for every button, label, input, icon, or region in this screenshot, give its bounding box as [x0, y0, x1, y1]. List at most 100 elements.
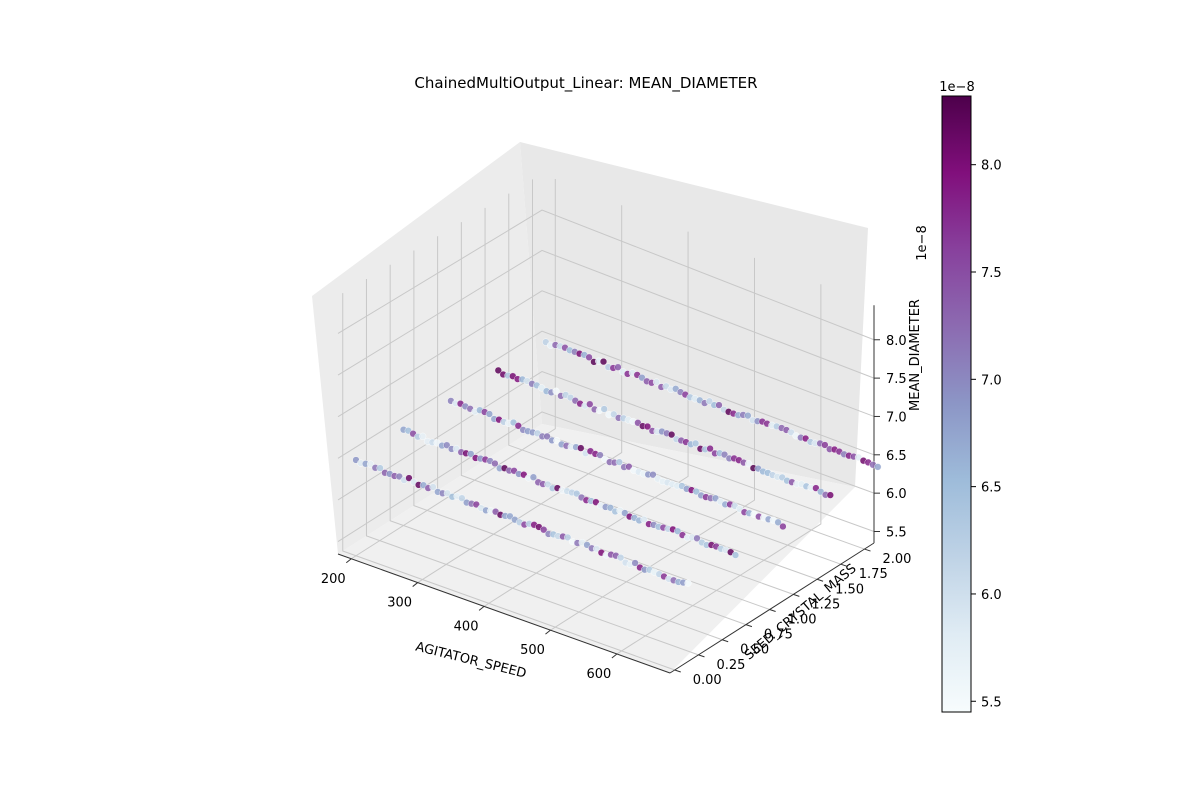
z-tick-label: 7.0: [886, 410, 907, 425]
scatter-point: [693, 534, 701, 542]
x-grid-line: [616, 284, 822, 655]
scatter-point: [553, 437, 561, 445]
colorbar: [941, 95, 972, 713]
scatter-point: [596, 451, 604, 459]
y-tick-mark: [674, 669, 681, 673]
scatter-point: [744, 460, 753, 468]
y-tick-mark: [793, 593, 800, 597]
scatter-point: [543, 432, 551, 441]
x-axis-label: AGITATOR_SPEED: [414, 640, 528, 682]
x-tick-label: 400: [454, 619, 479, 634]
scatter-point: [544, 480, 552, 489]
scatter-point: [621, 509, 629, 517]
scatter-point: [614, 363, 622, 371]
x-tick-label: 200: [321, 572, 346, 587]
scatter-point: [652, 378, 661, 386]
x-grid-line: [417, 205, 623, 583]
scatter-point: [812, 484, 820, 492]
scatter-point: [586, 400, 594, 408]
scatter-point: [494, 366, 502, 375]
scatter-point: [731, 551, 740, 559]
z-tick-label: 6.0: [886, 487, 907, 502]
axis-lines: [337, 305, 875, 674]
scatter-point: [592, 545, 601, 553]
x-grid-line: [550, 257, 755, 631]
scatter-point: [429, 483, 437, 491]
colorbar-tick-label: 7.5: [981, 266, 1002, 281]
z-grid-line: [337, 370, 875, 501]
scatter-points: [352, 338, 882, 587]
colorbar-tick-label: 5.5: [981, 695, 1002, 710]
y-tick-mark: [698, 654, 705, 658]
y-tick-label: 1.25: [811, 597, 840, 612]
z-tick-label: 6.5: [886, 449, 907, 464]
y-axis-line: [669, 542, 875, 674]
y-tick-mark: [816, 578, 824, 582]
scatter-point: [552, 387, 560, 395]
scatter-point: [705, 397, 714, 405]
scatter-point: [491, 459, 499, 468]
scatter-point: [599, 358, 608, 366]
z-grid-line: [337, 209, 875, 341]
x-tick-mark: [345, 558, 352, 564]
scatter-point: [715, 401, 723, 409]
scatter-point: [684, 579, 692, 587]
scatter-point: [826, 491, 834, 499]
scatter-point: [585, 353, 593, 361]
scatter-point: [405, 474, 413, 482]
x-tick-mark: [412, 582, 418, 587]
y-grid-line: [342, 293, 675, 671]
z-tick-label: 7.5: [886, 372, 907, 387]
z-grid-line: [337, 290, 875, 418]
scatter-point: [674, 527, 682, 535]
x-tick-mark: [611, 653, 618, 659]
scatter-point: [720, 451, 729, 459]
z-axis-label: MEAN_DIAMETER: [908, 299, 923, 411]
scatter-point: [564, 533, 572, 542]
y-tick-labels: 0.000.250.500.751.001.251.501.752.00: [674, 548, 912, 688]
colorbar-ticks: 5.5 6.0 6.5 7.0 7.5 8.0: [971, 159, 1002, 710]
y-tick-label: 1.75: [859, 567, 888, 582]
scatter-point: [610, 410, 618, 418]
scatter-point: [643, 422, 652, 431]
x-grid-line: [351, 179, 556, 560]
scatter-point: [529, 473, 538, 481]
scatter-point: [443, 489, 452, 497]
scatter-point: [631, 559, 639, 567]
scatter-point: [744, 412, 752, 420]
colorbar-offset-label: 1e−8: [939, 80, 974, 95]
scatter-point: [600, 405, 608, 413]
scatter-point: [706, 445, 714, 453]
scatter-point: [472, 500, 480, 509]
x-tick-mark: [478, 605, 485, 611]
x-tick-label: 500: [520, 643, 545, 658]
scatter-point: [606, 504, 615, 512]
z-offset-label: 1e−8: [915, 225, 930, 260]
z-tick-label: 8.0: [886, 334, 907, 349]
colorbar-tick-label: 6.5: [981, 481, 1002, 496]
scatter-point: [625, 463, 633, 471]
back-right-pane: [520, 142, 868, 487]
scatter-point: [640, 515, 648, 524]
scatter-point: [485, 410, 494, 418]
scatter-point: [649, 471, 657, 479]
scatter-point: [667, 431, 676, 439]
x-tick-labels: 200 300 400 500 600: [321, 558, 618, 682]
y-tick-label: 0.00: [693, 673, 722, 688]
x-tick-label: 300: [387, 596, 412, 611]
y-tick-label: 0.25: [716, 658, 745, 673]
z-grid-line: [337, 249, 875, 379]
scatter-point: [419, 432, 427, 440]
scatter-point: [376, 464, 384, 472]
y-tick-label: 1.50: [835, 582, 864, 597]
y-tick-label: 2.00: [883, 552, 912, 567]
z-tick-label: 5.5: [886, 525, 907, 540]
z-tick-labels: 5.5 6.0 6.5 7.0 7.5 8.0: [874, 334, 907, 540]
y-grid-line: [389, 264, 723, 641]
x-grid-line: [483, 231, 689, 607]
scatter-point: [366, 460, 375, 468]
scatter-point: [617, 553, 625, 562]
scatter-point: [638, 374, 646, 382]
x-axis-line: [337, 553, 671, 674]
